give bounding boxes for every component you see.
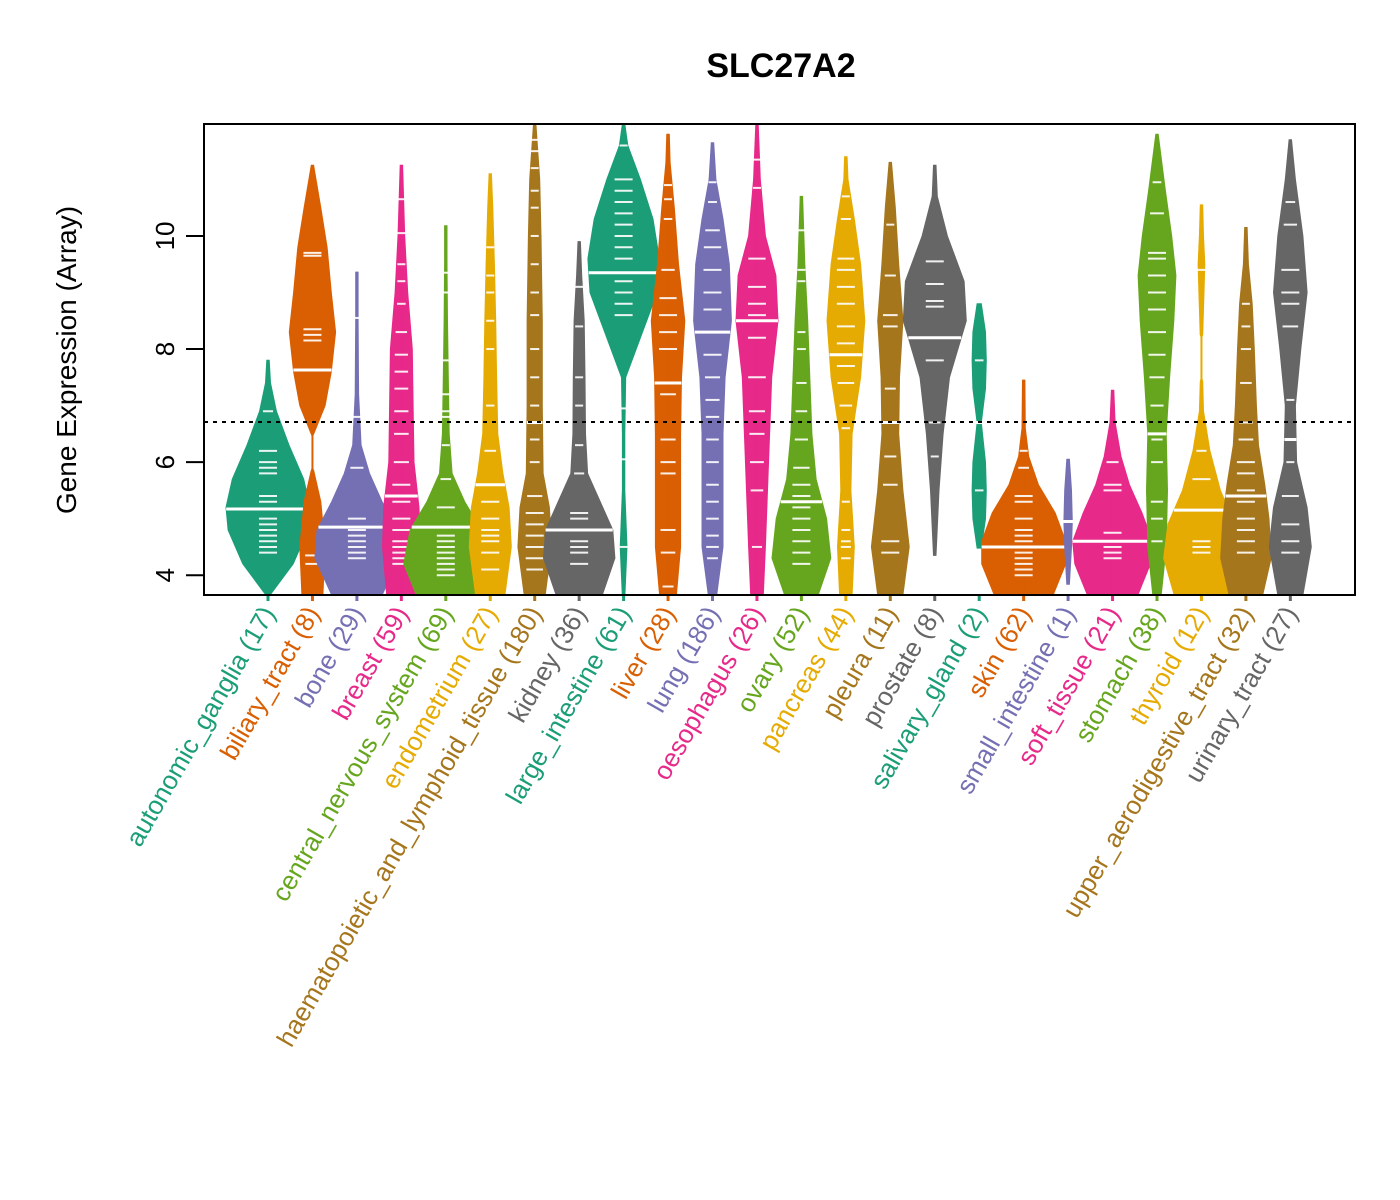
violin-urinary-tract [1268,139,1312,601]
violin-biliary-tract [288,164,337,601]
plot-frame [203,123,1356,596]
violin-thyroid [1163,204,1240,601]
y-tick-label: 6 [150,455,180,469]
x-axis-labels: autonomic_ganglia (17)biliary_tract (8)b… [119,601,1303,1052]
y-axis: 4 6 8 10 [150,221,204,582]
violin-prostate [902,164,967,601]
violins [225,123,1312,601]
y-axis-label: Gene Expression (Array) [51,206,82,514]
violin-soft-tissue [1072,389,1154,601]
violin-kidney [542,241,616,601]
violin-bone [314,271,400,601]
violin-large-intestine [587,123,660,601]
chart-title: SLC27A2 [706,47,855,85]
violin-pancreas [826,156,866,601]
violin-liver [650,133,686,601]
violin-central-nervous-system [403,225,489,601]
violin-lung [693,142,732,601]
violin-stomach [1137,133,1177,601]
violin-breast [381,164,421,601]
violin-pleura [870,161,910,601]
y-tick-label: 4 [150,568,180,582]
violin-ovary [771,195,832,601]
y-tick-label: 8 [150,342,180,356]
violin-skin [981,379,1067,601]
violin-upper-aerodigestive-tract [1220,227,1272,601]
violin-endometrium [468,173,512,601]
violin-haematopoietic-and-lymphoid-tissue [517,123,553,601]
violin-oesophagus [735,123,779,601]
y-tick-label: 10 [150,221,180,250]
violin-small-intestine [1062,458,1075,601]
violin-autonomic-ganglia [225,359,311,601]
